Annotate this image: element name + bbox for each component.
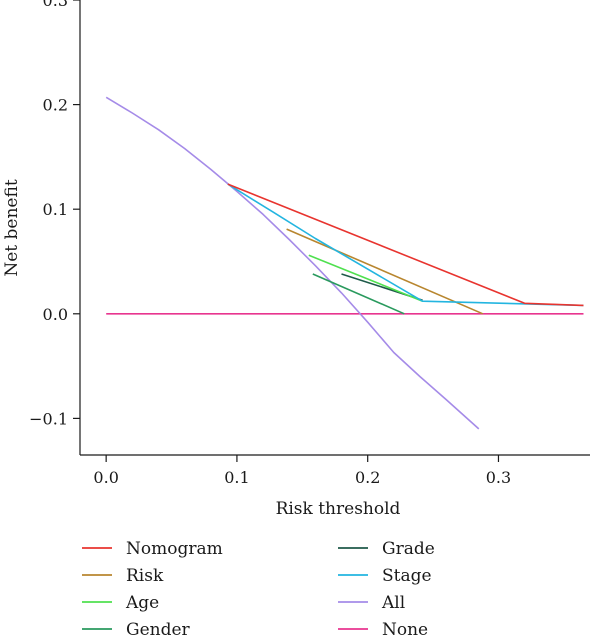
series-line-stage: [227, 183, 584, 307]
y-tick-label: 0.0: [43, 305, 68, 324]
legend-label: Age: [125, 593, 159, 613]
legend-item-age: Age: [82, 593, 159, 613]
series-line-all: [105, 96, 480, 430]
series-line-gender: [312, 273, 405, 315]
legend-label: Nomogram: [126, 539, 223, 559]
x-tick-label: 0.0: [93, 468, 118, 487]
plot-lines: [105, 96, 584, 430]
legend-item-risk: Risk: [82, 566, 164, 586]
y-ticks: 0.3 0.2 0.1 0.0 −0.1: [29, 0, 80, 428]
legend-item-stage: Stage: [338, 566, 432, 586]
legend-item-gender: Gender: [82, 620, 191, 635]
x-tick-label: 0.1: [224, 468, 249, 487]
legend-label: Gender: [126, 620, 191, 635]
y-tick-label: −0.1: [29, 409, 68, 428]
x-tick-label: 0.2: [355, 468, 380, 487]
x-tick-label: 0.3: [486, 468, 511, 487]
legend-item-grade: Grade: [338, 539, 435, 559]
x-axis-title: Risk threshold: [276, 499, 401, 519]
legend-label: All: [381, 593, 405, 613]
legend-label: Grade: [382, 539, 435, 559]
legend-item-nomogram: Nomogram: [82, 539, 223, 559]
x-ticks: 0.0 0.1 0.2 0.3: [93, 455, 511, 487]
legend-label: Stage: [382, 566, 432, 586]
series-line-risk: [286, 228, 484, 315]
series-line-nomogram: [227, 183, 584, 307]
legend-item-all: All: [338, 593, 405, 613]
legend: Nomogram Risk Age Gender Grade Stage All None: [82, 539, 435, 635]
legend-label: Risk: [126, 566, 164, 586]
y-tick-label: 0.3: [43, 0, 68, 10]
y-tick-label: 0.2: [43, 96, 68, 115]
y-axis-title: Net benefit: [2, 179, 22, 276]
axes: 0.3 0.2 0.1 0.0 −0.1 0.0 0.1 0.2 0.3: [29, 0, 590, 487]
series-line-age: [308, 254, 423, 302]
legend-label: None: [382, 620, 428, 635]
y-tick-label: 0.1: [43, 200, 68, 219]
legend-item-none: None: [338, 620, 428, 635]
